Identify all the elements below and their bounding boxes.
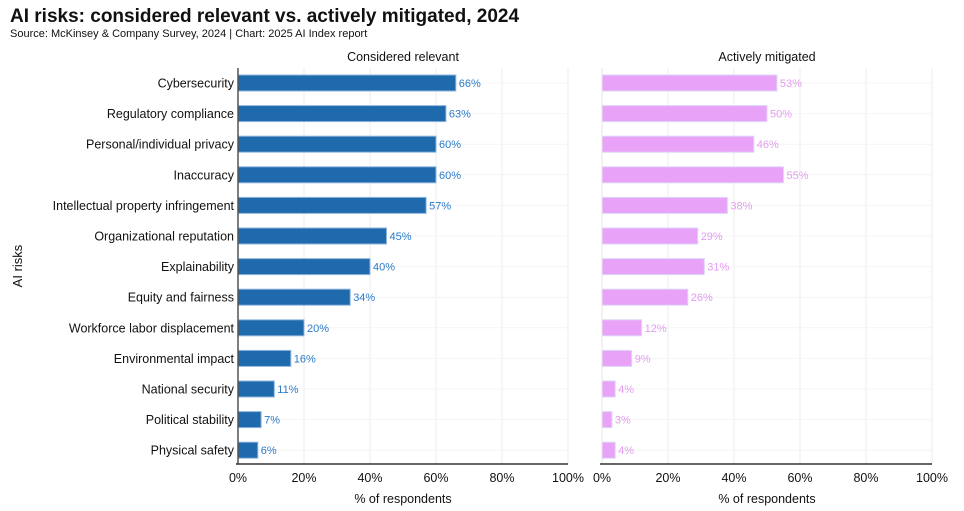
bar (601, 441, 616, 459)
bar (237, 227, 387, 245)
data-label: 66% (459, 78, 481, 90)
x-tick-label: 0% (593, 471, 611, 485)
data-label: 53% (780, 78, 802, 90)
data-label: 4% (618, 445, 634, 457)
bar (237, 411, 262, 429)
x-tick-label: 100% (552, 471, 584, 485)
x-tick-label: 80% (489, 471, 514, 485)
x-tick-label: 100% (916, 471, 948, 485)
data-label: 16% (294, 353, 316, 365)
category-label: Personal/individual privacy (86, 138, 235, 152)
x-tick-label: 40% (357, 471, 382, 485)
data-label: 40% (373, 262, 395, 274)
bar (237, 105, 447, 123)
x-tick-label: 0% (229, 471, 247, 485)
data-label: 60% (439, 170, 461, 182)
category-label: Workforce labor displacement (69, 321, 235, 335)
y-axis-label: AI risks (10, 244, 25, 287)
panel-title: Actively mitigated (718, 50, 815, 64)
data-label: 55% (787, 170, 809, 182)
data-label: 20% (307, 323, 329, 335)
data-label: 6% (261, 445, 277, 457)
bar (601, 319, 643, 337)
category-label: National security (142, 383, 235, 397)
data-label: 50% (770, 109, 792, 121)
bar (237, 258, 371, 276)
data-label: 12% (645, 323, 667, 335)
data-label: 63% (449, 109, 471, 121)
bar (601, 227, 699, 245)
category-label: Environmental impact (114, 352, 235, 366)
bar (601, 258, 705, 276)
data-label: 38% (730, 200, 752, 212)
category-label: Regulatory compliance (107, 107, 234, 121)
category-label: Equity and fairness (128, 291, 234, 305)
x-axis-label: % of respondents (718, 492, 815, 506)
bar (601, 166, 784, 184)
data-label: 26% (691, 292, 713, 304)
data-label: 7% (264, 415, 280, 427)
data-label: 34% (353, 292, 375, 304)
bar (601, 411, 613, 429)
x-tick-label: 40% (721, 471, 746, 485)
bar (601, 288, 689, 306)
bar (601, 196, 728, 214)
x-axis-label: % of respondents (354, 492, 451, 506)
x-tick-label: 60% (787, 471, 812, 485)
category-label: Organizational reputation (94, 230, 234, 244)
category-label: Explainability (161, 260, 235, 274)
category-label: Inaccuracy (174, 168, 235, 182)
data-label: 29% (701, 231, 723, 243)
x-tick-label: 20% (655, 471, 680, 485)
data-label: 11% (277, 384, 298, 396)
bar (237, 319, 305, 337)
x-tick-label: 80% (853, 471, 878, 485)
data-label: 3% (615, 415, 631, 427)
bar (601, 380, 616, 398)
bar (237, 380, 275, 398)
bar (237, 441, 259, 459)
bar (601, 135, 755, 153)
category-label: Physical safety (151, 444, 235, 458)
category-label: Political stability (146, 413, 235, 427)
bar (237, 166, 437, 184)
chart-title: AI risks: considered relevant vs. active… (10, 6, 520, 27)
category-label: Cybersecurity (158, 77, 235, 91)
bar (237, 288, 351, 306)
panel-title: Considered relevant (347, 50, 459, 64)
bar (237, 74, 457, 92)
bar (601, 349, 633, 367)
data-label: 57% (429, 200, 451, 212)
x-tick-label: 20% (291, 471, 316, 485)
bar (237, 135, 437, 153)
x-tick-label: 60% (423, 471, 448, 485)
chart-subtitle: Source: McKinsey & Company Survey, 2024 … (10, 28, 368, 40)
bar (237, 349, 292, 367)
bar (601, 74, 778, 92)
bar (237, 196, 427, 214)
data-label: 60% (439, 139, 461, 151)
data-label: 4% (618, 384, 634, 396)
data-label: 46% (757, 139, 779, 151)
data-label: 45% (390, 231, 412, 243)
category-label: Intellectual property infringement (53, 199, 235, 213)
bar (601, 105, 768, 123)
data-label: 9% (635, 353, 651, 365)
data-label: 31% (707, 262, 729, 274)
